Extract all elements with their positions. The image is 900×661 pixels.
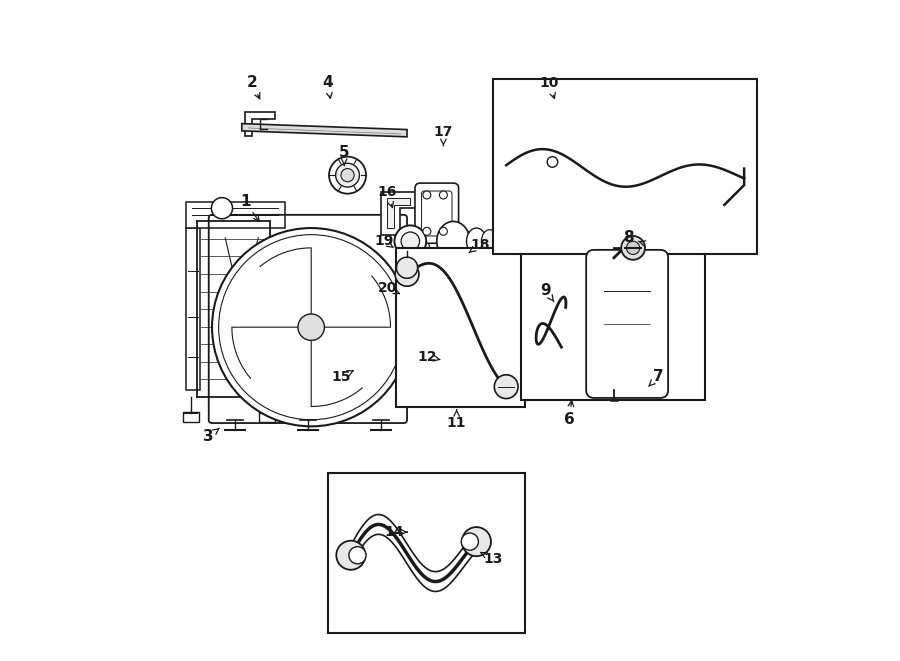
- Ellipse shape: [436, 221, 470, 261]
- Circle shape: [461, 533, 479, 550]
- Text: 9: 9: [541, 284, 551, 298]
- Bar: [259, 412, 275, 422]
- Text: 20: 20: [377, 280, 397, 295]
- Polygon shape: [387, 198, 410, 228]
- Circle shape: [336, 163, 359, 187]
- Text: 14: 14: [384, 525, 403, 539]
- Text: 2: 2: [247, 75, 257, 90]
- Ellipse shape: [466, 228, 486, 254]
- Text: 17: 17: [434, 125, 453, 139]
- Circle shape: [626, 241, 640, 254]
- FancyBboxPatch shape: [415, 183, 459, 243]
- Circle shape: [298, 314, 324, 340]
- Text: 19: 19: [374, 234, 393, 249]
- Ellipse shape: [428, 223, 472, 259]
- Bar: [185, 202, 284, 228]
- Text: 11: 11: [447, 416, 466, 430]
- Circle shape: [462, 527, 491, 556]
- Circle shape: [397, 257, 418, 278]
- FancyBboxPatch shape: [421, 191, 452, 236]
- Circle shape: [547, 157, 558, 167]
- Circle shape: [212, 228, 410, 426]
- Circle shape: [423, 191, 431, 199]
- Circle shape: [423, 227, 431, 235]
- Bar: [185, 228, 200, 390]
- Text: 8: 8: [623, 231, 634, 245]
- Bar: [521, 221, 705, 400]
- Text: 12: 12: [417, 350, 436, 364]
- Circle shape: [494, 375, 518, 399]
- Bar: [328, 473, 525, 633]
- Text: 3: 3: [203, 429, 214, 444]
- Text: 18: 18: [470, 237, 490, 252]
- FancyBboxPatch shape: [586, 250, 668, 398]
- Text: 4: 4: [322, 75, 333, 90]
- Text: 1: 1: [239, 194, 250, 209]
- Bar: [493, 79, 758, 254]
- Text: 15: 15: [331, 369, 351, 384]
- Circle shape: [439, 191, 447, 199]
- Circle shape: [337, 541, 365, 570]
- Ellipse shape: [482, 229, 498, 253]
- Circle shape: [329, 157, 366, 194]
- Bar: [396, 248, 525, 407]
- Circle shape: [621, 236, 645, 260]
- Text: 10: 10: [539, 75, 559, 90]
- Circle shape: [341, 169, 355, 182]
- Polygon shape: [381, 192, 417, 235]
- Text: 7: 7: [652, 369, 663, 384]
- Text: 6: 6: [563, 412, 574, 427]
- Circle shape: [349, 547, 366, 564]
- Circle shape: [439, 227, 447, 235]
- Circle shape: [401, 232, 419, 251]
- Bar: [183, 412, 200, 422]
- Circle shape: [394, 225, 427, 257]
- Polygon shape: [245, 112, 274, 136]
- Polygon shape: [242, 124, 407, 137]
- Circle shape: [212, 198, 232, 219]
- Text: 16: 16: [377, 184, 397, 199]
- Text: 5: 5: [339, 145, 349, 159]
- Circle shape: [395, 262, 419, 286]
- Text: 13: 13: [483, 551, 503, 566]
